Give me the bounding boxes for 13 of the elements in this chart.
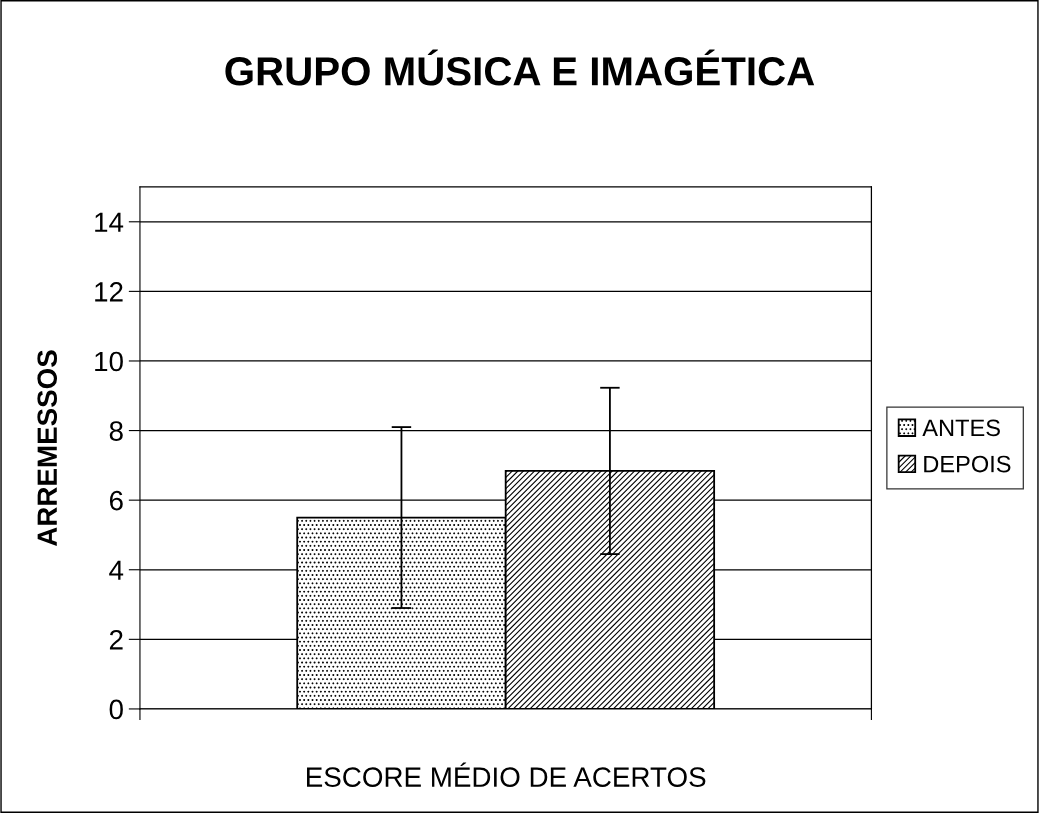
y-tick-label: 4 — [109, 560, 124, 580]
y-tick-label: 12 — [95, 282, 123, 302]
legend-label: DEPOIS — [924, 455, 1011, 473]
y-axis-title: ARREMESSOS — [37, 350, 58, 547]
x-axis-title: ESCORE MÉDIO DE ACERTOS — [307, 762, 706, 787]
y-tick-label: 14 — [95, 212, 124, 232]
y-tick-label: 0 — [109, 699, 123, 720]
y-tick-label: 2 — [109, 630, 123, 650]
y-tick-label: 8 — [109, 421, 123, 441]
legend-label: ANTES — [922, 419, 1000, 437]
y-tick-label: 10 — [95, 351, 123, 372]
chart-title: GRUPO MÚSICA E IMAGÉTICA — [225, 49, 815, 86]
y-tick-label: 6 — [109, 490, 123, 511]
